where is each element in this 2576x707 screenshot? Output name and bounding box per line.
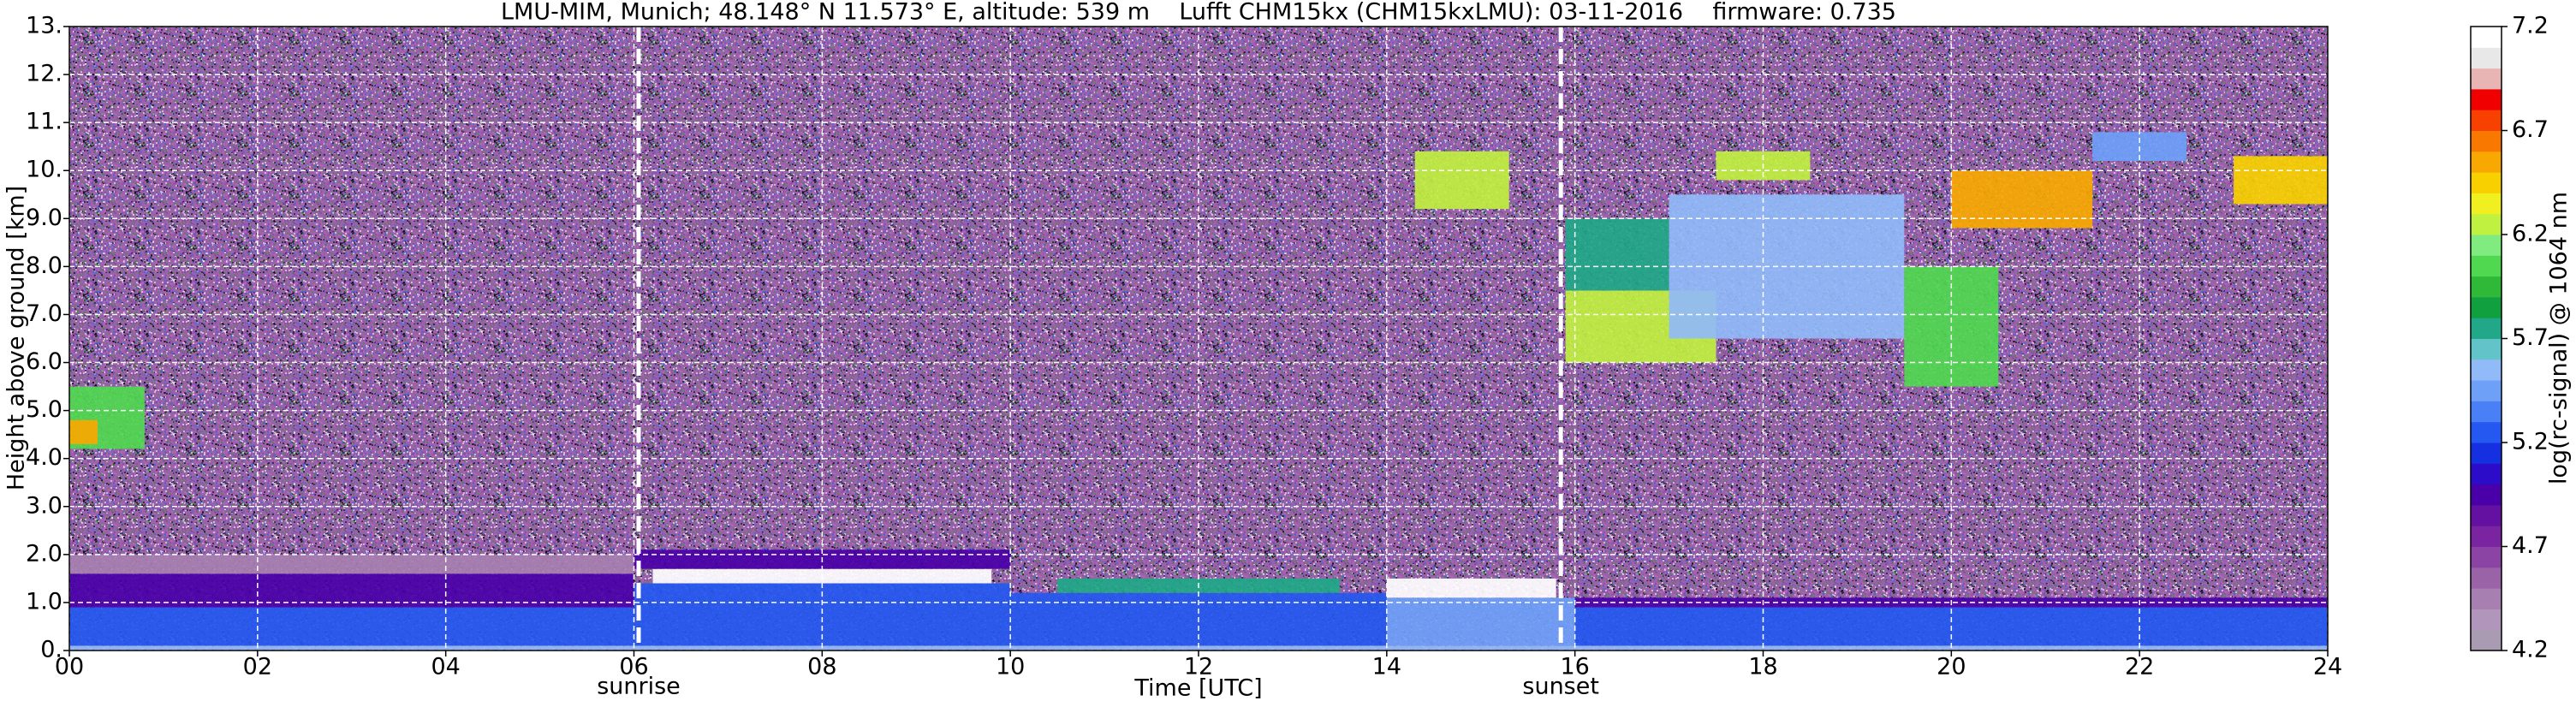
colorbar-swatch (2471, 213, 2502, 235)
colorbar-tick-label: 6.7 (2512, 116, 2549, 143)
y-tick-label: 10. (26, 157, 62, 183)
y-tick-label: 12. (26, 61, 62, 87)
colorbar-swatch (2471, 380, 2502, 401)
heatmap-cell (1951, 170, 2093, 229)
colorbar-swatch (2471, 401, 2502, 423)
colorbar-swatch (2471, 526, 2502, 547)
x-tick-label: 10 (996, 654, 1025, 680)
y-tick-label: 5.0 (26, 396, 62, 423)
y-tick-label: 6.0 (26, 348, 62, 375)
x-tick-label: 00 (55, 654, 84, 680)
y-tick-label: 8.0 (26, 253, 62, 279)
colorbar-swatch (2471, 296, 2502, 318)
x-tick-label: 14 (1372, 654, 1401, 680)
x-tick-label: 12 (1184, 654, 1213, 680)
plot-frame (68, 26, 2329, 651)
x-tick-label: 18 (1748, 654, 1777, 680)
x-tick-label: 24 (2313, 654, 2342, 680)
heatmap-cell (69, 419, 98, 444)
colorbar-swatch (2471, 151, 2502, 173)
x-tick-label: 04 (431, 654, 460, 680)
colorbar-swatch (2471, 443, 2502, 464)
colorbar-swatch (2471, 172, 2502, 193)
colorbar-swatch (2471, 504, 2502, 526)
colorbar-swatch (2471, 88, 2502, 110)
x-tick-label: 06 (619, 654, 648, 680)
heatmap-cell (1565, 218, 1669, 291)
colorbar-label: log(rc-signal) @ 1064 nm (2546, 192, 2573, 484)
colorbar-tick-label: 6.2 (2512, 221, 2549, 247)
x-tick-label: 16 (1560, 654, 1589, 680)
colorbar-swatch (2471, 629, 2502, 651)
y-tick-label: 1.0 (26, 588, 62, 615)
colorbar-tick-label: 5.2 (2512, 429, 2549, 455)
heatmap-cell (69, 607, 634, 646)
colorbar-swatch (2471, 318, 2502, 339)
colorbar-swatch (2471, 359, 2502, 381)
colorbar-swatch (2471, 484, 2502, 506)
colorbar-swatch (2471, 110, 2502, 131)
colorbar-swatch (2471, 567, 2502, 589)
x-axis-label: Time [UTC] (1133, 675, 1262, 702)
colorbar-swatch (2471, 193, 2502, 215)
colorbar-swatch (2471, 47, 2502, 69)
colorbar-swatch (2471, 235, 2502, 256)
heatmap-cell (1386, 597, 1575, 646)
colorbar-tick-label: 4.2 (2512, 637, 2549, 663)
x-tick-label: 02 (243, 654, 272, 680)
colorbar-tick-label: 4.7 (2512, 532, 2549, 559)
annotation-label: sunrise (597, 674, 681, 700)
heatmap-cell (1414, 151, 1509, 210)
heatmap-cell (2234, 156, 2328, 205)
heatmap-cell (69, 645, 2328, 651)
heatmap-cell (69, 554, 634, 574)
heatmap-cell (1386, 578, 1556, 598)
chart-title: LMU-MIM, Munich; 48.148° N 11.573° E, al… (501, 0, 1896, 26)
y-tick-label: 13. (26, 13, 62, 39)
x-tick-label: 08 (807, 654, 836, 680)
colorbar-tick-label: 7.2 (2512, 13, 2549, 39)
x-tick-label: 22 (2125, 654, 2154, 680)
colorbar-swatch (2471, 27, 2502, 48)
y-tick-label: 11. (26, 109, 62, 135)
colorbar-swatch (2471, 463, 2502, 485)
colorbar-swatch (2471, 276, 2502, 298)
colorbar-swatch (2471, 588, 2502, 609)
y-tick-label: 4.0 (26, 444, 62, 471)
colorbar-swatch (2471, 546, 2502, 568)
colorbar-swatch (2471, 130, 2502, 152)
colorbar-swatch (2471, 609, 2502, 631)
colorbar-swatch (2471, 421, 2502, 443)
colorbar-swatch (2471, 255, 2502, 277)
colorbar-swatch (2471, 338, 2502, 360)
heatmap-cell (69, 573, 634, 608)
annotation-label: sunset (1522, 674, 1599, 700)
y-tick-label: 9.0 (26, 205, 62, 231)
y-axis-label: Height above ground [km] (3, 186, 30, 490)
colorbar-tick-label: 5.7 (2512, 324, 2549, 351)
x-tick-label: 20 (1936, 654, 1966, 680)
y-tick-label: 3.0 (26, 492, 62, 519)
y-tick-label: 2.0 (26, 540, 62, 567)
y-tick-label: 7.0 (26, 300, 62, 327)
colorbar-swatch (2471, 68, 2502, 90)
y-tick-label: 0. (40, 637, 62, 663)
